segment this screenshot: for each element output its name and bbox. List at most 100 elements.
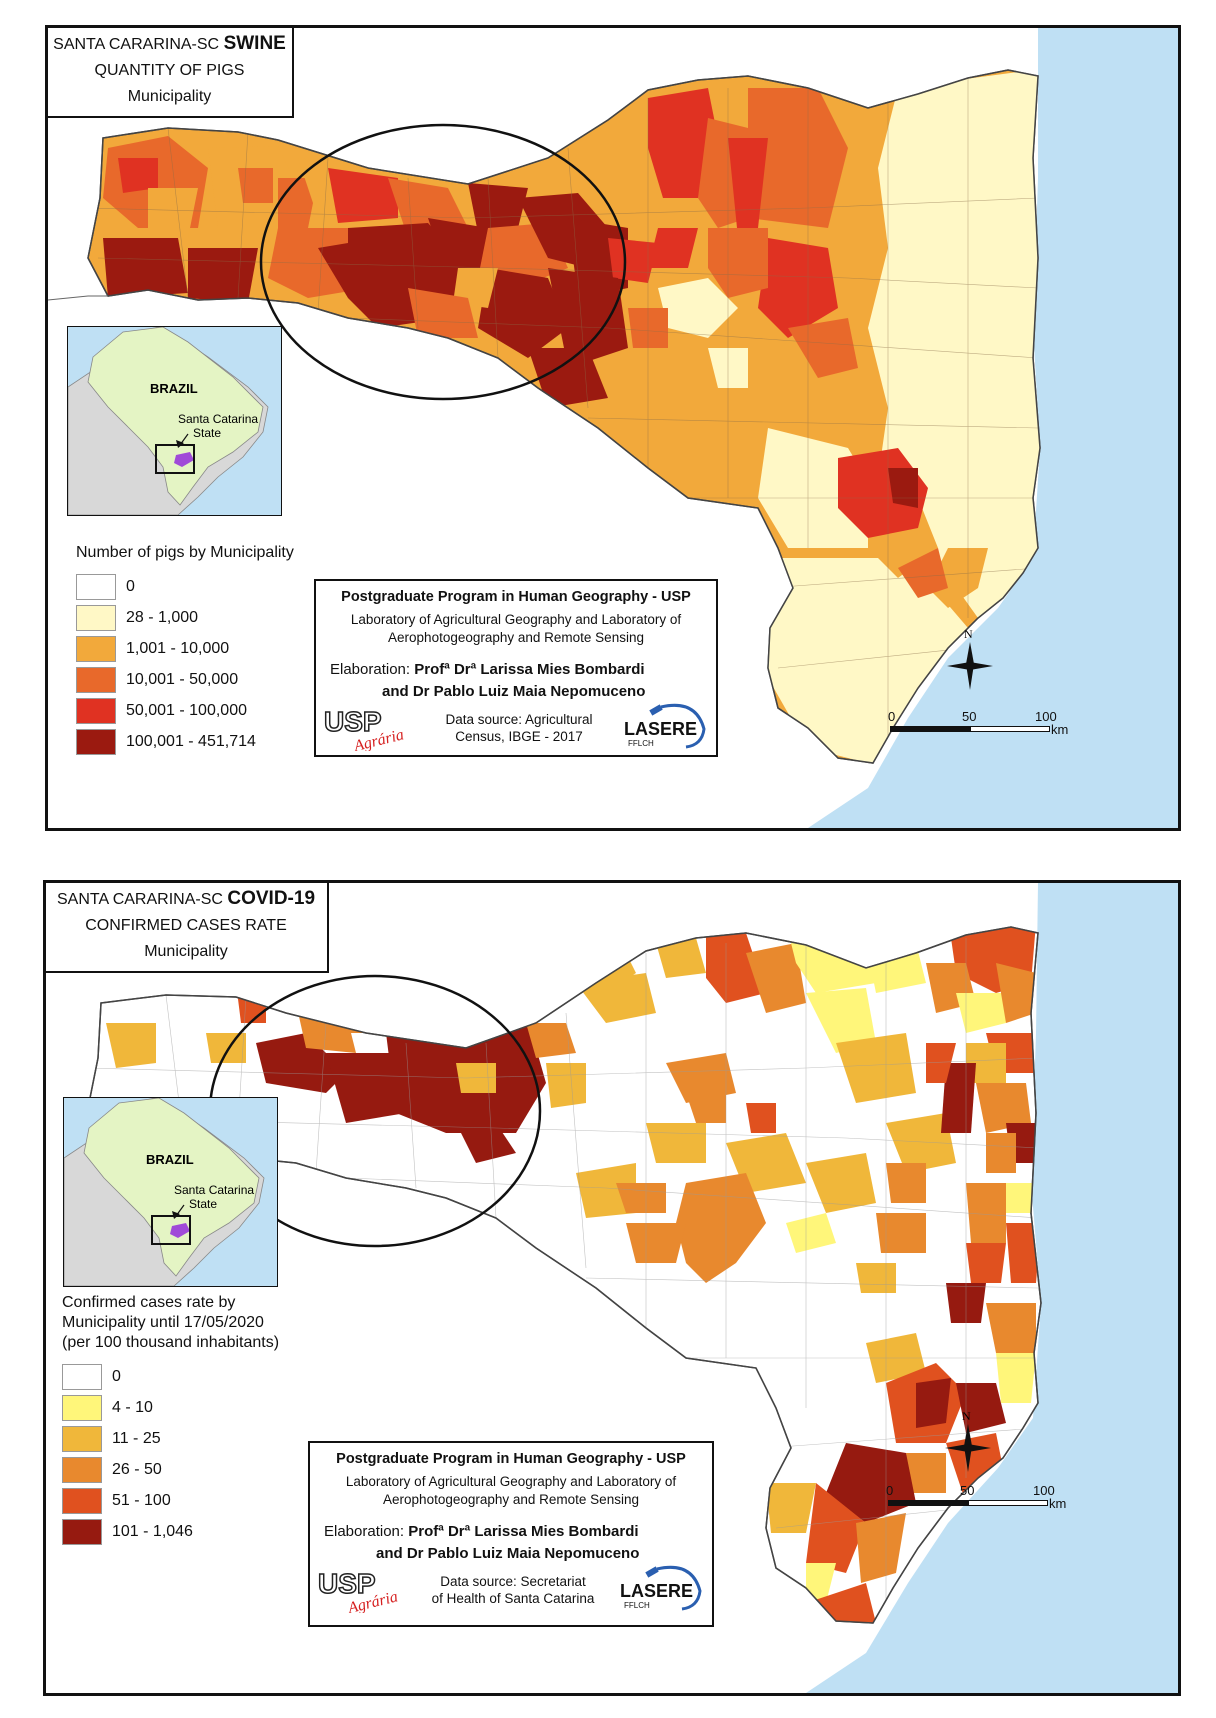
- legend-swatch: [62, 1425, 102, 1452]
- legend-swatch: [62, 1394, 102, 1421]
- legend-swatch: [76, 666, 116, 693]
- credit-elaboration: Elaboration: Profª Drª Larissa Mies Bomb…: [330, 661, 645, 678]
- santa-catarina-highlight: [170, 1223, 190, 1238]
- lasere-logo: LASERE FFLCH: [624, 703, 706, 749]
- legend-label: 4 - 10: [112, 1398, 153, 1416]
- santa-catarina-highlight: [174, 452, 194, 467]
- source-line1: Data source: Secretariat: [440, 1574, 586, 1589]
- elaboration-label: Elaboration:: [330, 661, 411, 678]
- legend-swatch: [76, 728, 116, 755]
- scale-tick-50: 50: [960, 1483, 975, 1498]
- credit-elaboration: Elaboration: Profª Drª Larissa Mies Bomb…: [324, 1523, 639, 1540]
- scale-tick-0: 0: [886, 1483, 894, 1498]
- usp-agraria-logo: USP Agrária: [317, 1567, 399, 1613]
- legend-row: 26 - 50: [62, 1454, 279, 1485]
- map-legend: Confirmed cases rate by Municipality unt…: [62, 1293, 279, 1547]
- credit-program: Postgraduate Program in Human Geography …: [341, 589, 691, 605]
- map-title-state: SANTA CARARINA-SC: [53, 36, 220, 53]
- legend-row: 28 - 1,000: [76, 602, 294, 633]
- author-1: Profª Drª Larissa Mies Bombardi: [414, 661, 645, 678]
- map-title-box: SANTA CARARINA-SC COVID-19 CONFIRMED CAS…: [46, 883, 329, 973]
- lasere-logo-text: LASERE: [624, 719, 697, 739]
- legend-title: Number of pigs by Municipality: [76, 544, 294, 561]
- north-label: N: [962, 1409, 971, 1423]
- swine-map-canvas: [48, 28, 1178, 828]
- lasere-logo: LASERE FFLCH: [620, 1565, 702, 1611]
- swine-map: SANTA CARARINA-SC SWINE QUANTITY OF PIGS…: [45, 25, 1181, 831]
- legend-title: Confirmed cases rate by Municipality unt…: [62, 1293, 279, 1353]
- source-line1: Data source: Agricultural: [445, 712, 593, 727]
- map-subtitle: QUANTITY OF PIGS: [94, 62, 245, 79]
- scale-tick-100: 100: [1033, 1483, 1055, 1498]
- municipality-borders: [88, 78, 1039, 748]
- credit-lab-line1: Laboratory of Agricultural Geography and…: [350, 612, 682, 627]
- credit-box: Postgraduate Program in Human Geography …: [314, 579, 718, 757]
- inset-box: [151, 1215, 191, 1245]
- lasere-logo-text: LASERE: [620, 1581, 693, 1601]
- legend-swatch: [62, 1363, 102, 1390]
- usp-agraria-logo: USP Agrária: [323, 705, 405, 751]
- covid-map: SANTA CARARINA-SC COVID-19 CONFIRMED CAS…: [43, 880, 1181, 1696]
- legend-label: 28 - 1,000: [126, 608, 199, 626]
- map-unit: Municipality: [127, 88, 212, 105]
- inset-box: [155, 444, 195, 474]
- legend-title-line1: Confirmed cases rate by: [62, 1294, 236, 1311]
- source-line2: of Health of Santa Catarina: [431, 1591, 595, 1606]
- map-subtitle: CONFIRMED CASES RATE: [85, 917, 287, 934]
- scale-tick-50: 50: [962, 709, 977, 724]
- inset-state-label: Santa Catarina: [174, 1183, 254, 1197]
- credit-lab-line2: Aerophotogeography and Remote Sensing: [383, 1492, 639, 1507]
- scale-unit: km: [1051, 722, 1069, 737]
- legend-label: 50,001 - 100,000: [126, 701, 247, 719]
- author-2: and Dr Pablo Luiz Maia Nepomuceno: [376, 1545, 640, 1562]
- legend-row: 0: [62, 1361, 279, 1392]
- legend-row: 0: [76, 571, 294, 602]
- author-2: and Dr Pablo Luiz Maia Nepomuceno: [382, 683, 646, 700]
- inset-state-label2: State: [193, 426, 221, 440]
- map-unit: Municipality: [144, 943, 228, 960]
- legend-row: 4 - 10: [62, 1392, 279, 1423]
- legend-row: 51 - 100: [62, 1485, 279, 1516]
- legend-label: 0: [112, 1367, 121, 1385]
- map-legend: Number of pigs by Municipality 0 28 - 1,…: [76, 543, 294, 757]
- map-title-bold: SWINE: [223, 33, 286, 54]
- north-arrow-icon: N: [945, 1409, 991, 1472]
- legend-swatch: [62, 1456, 102, 1483]
- legend-label: 10,001 - 50,000: [126, 670, 239, 688]
- legend-row: 100,001 - 451,714: [76, 726, 294, 757]
- highlight-ellipse: [259, 123, 627, 401]
- fflch-logo-text: FFLCH: [624, 1601, 650, 1610]
- north-label: N: [964, 627, 973, 641]
- inset-country-label: BRAZIL: [146, 1152, 194, 1167]
- legend-label: 101 - 1,046: [112, 1522, 193, 1540]
- scale-tick-100: 100: [1035, 709, 1057, 724]
- source-line2: Census, IBGE - 2017: [455, 729, 583, 744]
- legend-swatch: [76, 697, 116, 724]
- ocean-area: [806, 883, 1178, 1693]
- credit-lab: Laboratory of Agricultural Geography and…: [316, 611, 716, 647]
- legend-label: 26 - 50: [112, 1460, 162, 1478]
- credit-program: Postgraduate Program in Human Geography …: [336, 1451, 686, 1467]
- covid-map-canvas: [85, 883, 1178, 1693]
- author-1: Profª Drª Larissa Mies Bombardi: [408, 1523, 639, 1540]
- scale-tick-0: 0: [888, 709, 896, 724]
- inset-map: BRAZIL Santa Catarina State: [68, 327, 269, 515]
- legend-label: 51 - 100: [112, 1491, 171, 1509]
- credit-box: Postgraduate Program in Human Geography …: [308, 1441, 714, 1627]
- credit-lab-line2: Aerophotogeography and Remote Sensing: [388, 630, 644, 645]
- data-source: Data source: Secretariat of Health of Sa…: [428, 1573, 598, 1607]
- location-inset: BRAZIL Santa Catarina State: [63, 1097, 278, 1287]
- elaboration-label: Elaboration:: [324, 1523, 405, 1540]
- credit-lab-line1: Laboratory of Agricultural Geography and…: [345, 1474, 677, 1489]
- map-title-box: SANTA CARARINA-SC SWINE QUANTITY OF PIGS…: [48, 28, 294, 118]
- legend-row: 101 - 1,046: [62, 1516, 279, 1547]
- usp-logo-text: USP: [324, 706, 382, 737]
- scale-unit: km: [1049, 1496, 1067, 1511]
- credit-lab: Laboratory of Agricultural Geography and…: [310, 1473, 712, 1509]
- inset-map: BRAZIL Santa Catarina State: [64, 1098, 265, 1286]
- legend-row: 50,001 - 100,000: [76, 695, 294, 726]
- map-title-state: SANTA CARARINA-SC: [56, 891, 223, 908]
- legend-row: 1,001 - 10,000: [76, 633, 294, 664]
- legend-swatch: [76, 635, 116, 662]
- data-source: Data source: Agricultural Census, IBGE -…: [434, 711, 604, 745]
